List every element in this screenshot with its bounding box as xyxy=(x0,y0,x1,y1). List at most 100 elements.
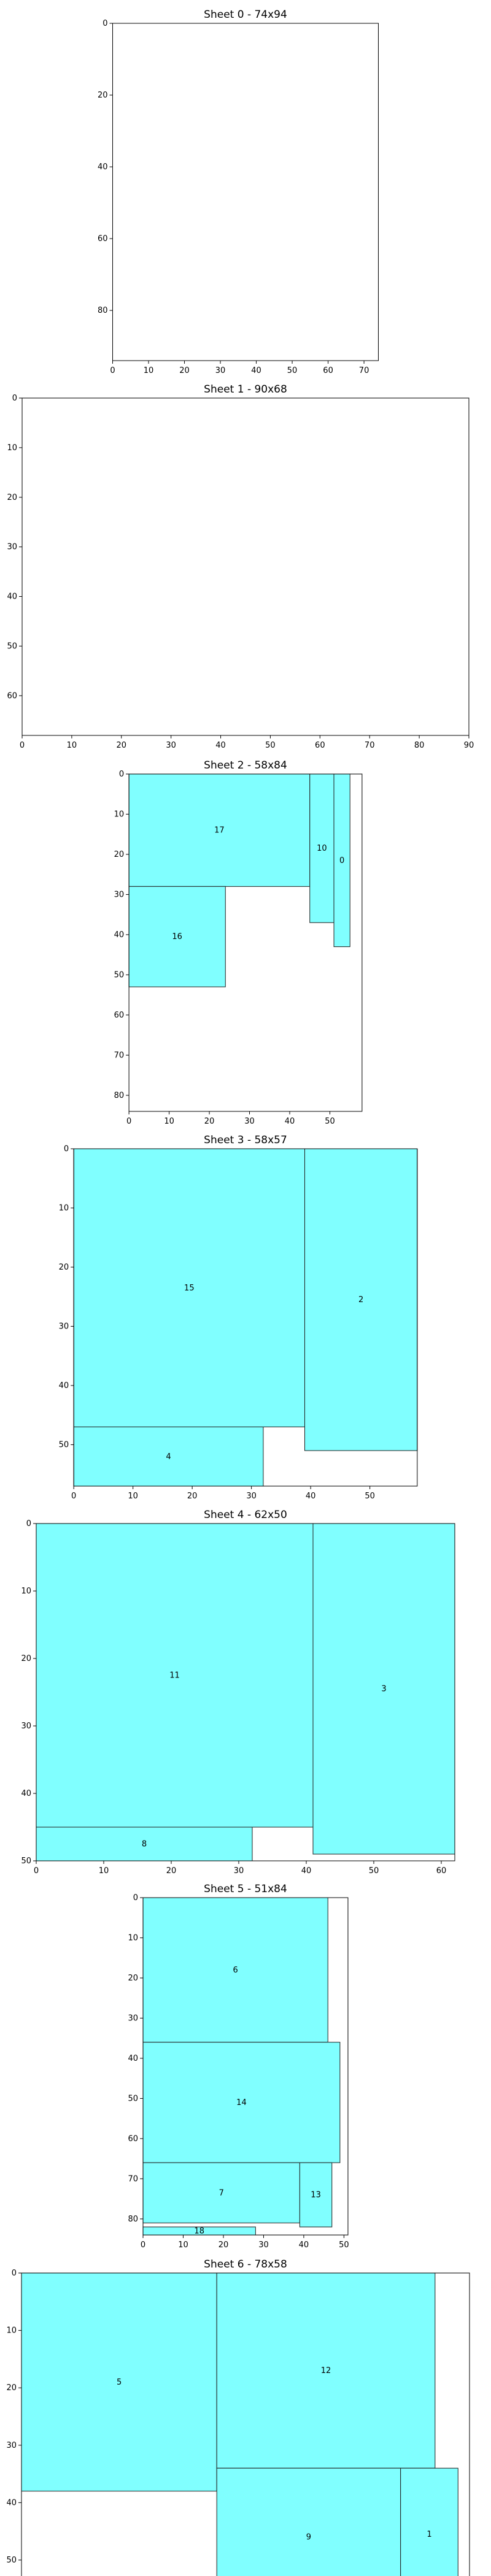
y-tick-label: 0 xyxy=(12,2269,17,2278)
piece-rect xyxy=(400,2467,458,2576)
piece-label: 13 xyxy=(311,2191,321,2200)
x-tick-label: 70 xyxy=(365,741,375,750)
y-tick-label: 40 xyxy=(128,2054,138,2063)
piece-rect xyxy=(333,773,350,948)
y-tick-label: 40 xyxy=(59,1381,69,1390)
x-tick-label: 0 xyxy=(20,741,25,750)
sheet-1-group: Sheet 1 - 90x68 0 10 20 30 40 50 60 70 80 90 0 10 20 3… xyxy=(7,383,474,750)
x-tick-label: 20 xyxy=(204,1117,215,1126)
y-tick-label: 50 xyxy=(21,1857,31,1866)
sheet-title: Sheet 4 - 62x50 xyxy=(204,1509,287,1521)
sheet-5-group: Sheet 5 - 51x84 6 14 7 13 18 0 10 20 30 40 50 0 10 20 3… xyxy=(128,1883,349,2250)
y-tick-label: 40 xyxy=(98,163,108,172)
y-tick-label: 80 xyxy=(114,1091,125,1100)
piece-label: 6 xyxy=(233,1966,238,1975)
x-tick-label: 70 xyxy=(359,366,369,375)
y-tick-label: 20 xyxy=(128,1974,138,1983)
piece-rect xyxy=(216,2272,436,2469)
y-tick-label: 10 xyxy=(21,1587,31,1596)
piece-label: 15 xyxy=(184,1284,195,1293)
x-tick-label: 50 xyxy=(287,366,298,375)
y-tick-label: 60 xyxy=(7,691,17,700)
y-tick-label: 10 xyxy=(6,2326,17,2336)
y-tick-label: 0 xyxy=(119,770,124,779)
piece-rect xyxy=(73,1148,305,1428)
piece-label: 7 xyxy=(219,2188,224,2198)
y-tick-label: 50 xyxy=(7,642,17,651)
x-tick-label: 60 xyxy=(315,741,325,750)
y-tick-label: 40 xyxy=(7,592,17,602)
y-tick-label: 40 xyxy=(21,1789,31,1798)
piece-label: 4 xyxy=(166,1452,171,1462)
piece-rect xyxy=(299,2162,333,2228)
y-tick-label: 80 xyxy=(128,2215,138,2224)
sheet-title: Sheet 0 - 74x94 xyxy=(204,9,287,21)
y-tick-label: 30 xyxy=(59,1322,69,1331)
sheet-title: Sheet 1 - 90x68 xyxy=(204,383,287,396)
x-tick-label: 30 xyxy=(234,1866,244,1876)
x-tick-label: 10 xyxy=(178,2241,188,2250)
y-tick-label: 30 xyxy=(6,2441,17,2450)
x-tick-label: 0 xyxy=(110,366,115,375)
y-tick-label: 20 xyxy=(98,91,108,100)
y-tick-label: 20 xyxy=(114,850,125,859)
x-tick-label: 0 xyxy=(71,1492,76,1501)
x-tick-label: 90 xyxy=(464,741,474,750)
x-tick-label: 60 xyxy=(323,366,333,375)
y-tick-label: 40 xyxy=(114,930,125,940)
y-tick-label: 20 xyxy=(59,1263,69,1272)
x-tick-label: 60 xyxy=(436,1866,447,1876)
sheet-title: Sheet 6 - 78x58 xyxy=(204,2258,287,2271)
piece-rect xyxy=(142,1897,328,2043)
piece-rect xyxy=(304,1148,418,1451)
y-tick-label: 50 xyxy=(6,2556,17,2565)
piece-label: 5 xyxy=(117,2378,122,2387)
y-tick-label: 80 xyxy=(98,306,108,315)
x-tick-label: 10 xyxy=(67,741,77,750)
axes-frame xyxy=(21,2272,470,2576)
x-tick-label: 10 xyxy=(164,1117,174,1126)
x-tick-label: 40 xyxy=(301,1866,312,1876)
x-tick-label: 40 xyxy=(285,1117,295,1126)
y-tick-label: 60 xyxy=(114,1011,125,1020)
x-tick-label: 40 xyxy=(299,2241,309,2250)
axes-frame xyxy=(142,1897,349,2236)
y-tick-label: 50 xyxy=(59,1440,69,1449)
sheet-0-group: Sheet 0 - 74x94 0 10 20 30 40 50 60 70 0 20 40 60 80 xyxy=(98,9,379,375)
y-tick-label: 10 xyxy=(114,810,125,819)
piece-label: 17 xyxy=(214,826,225,835)
x-tick-label: 30 xyxy=(244,1117,255,1126)
y-tick-label: 50 xyxy=(114,970,125,979)
y-tick-label: 10 xyxy=(128,1933,138,1942)
x-tick-label: 50 xyxy=(325,1117,335,1126)
sheet-2-group: Sheet 2 - 58x84 17 10 0 16 0 10 20 30 40 50 0 10 20 30… xyxy=(114,759,363,1126)
y-tick-label: 30 xyxy=(21,1722,31,1731)
y-tick-label: 10 xyxy=(7,443,17,453)
piece-label: 11 xyxy=(169,1671,180,1681)
axes-frame xyxy=(112,23,379,361)
y-tick-label: 20 xyxy=(6,2383,17,2393)
x-tick-label: 0 xyxy=(34,1866,39,1876)
y-tick-label: 0 xyxy=(26,1519,31,1528)
x-tick-label: 40 xyxy=(251,366,261,375)
y-tick-label: 70 xyxy=(114,1051,125,1060)
sheet-title: Sheet 3 - 58x57 xyxy=(204,1134,287,1146)
x-tick-label: 50 xyxy=(339,2241,349,2250)
piece-label: 14 xyxy=(236,2098,247,2107)
y-tick-label: 0 xyxy=(102,19,107,28)
x-tick-label: 0 xyxy=(141,2241,145,2250)
x-tick-label: 50 xyxy=(365,1492,375,1501)
piece-rect xyxy=(142,2042,341,2163)
sheet-title: Sheet 2 - 58x84 xyxy=(204,759,287,772)
x-tick-label: 20 xyxy=(187,1492,198,1501)
x-tick-label: 10 xyxy=(144,366,154,375)
x-tick-label: 50 xyxy=(265,741,276,750)
axes-frame xyxy=(21,397,470,736)
y-tick-label: 0 xyxy=(133,1893,138,1903)
x-tick-label: 40 xyxy=(306,1492,316,1501)
piece-label: 12 xyxy=(321,2366,331,2375)
piece-label: 18 xyxy=(194,2226,204,2236)
axes-frame xyxy=(128,773,363,1112)
